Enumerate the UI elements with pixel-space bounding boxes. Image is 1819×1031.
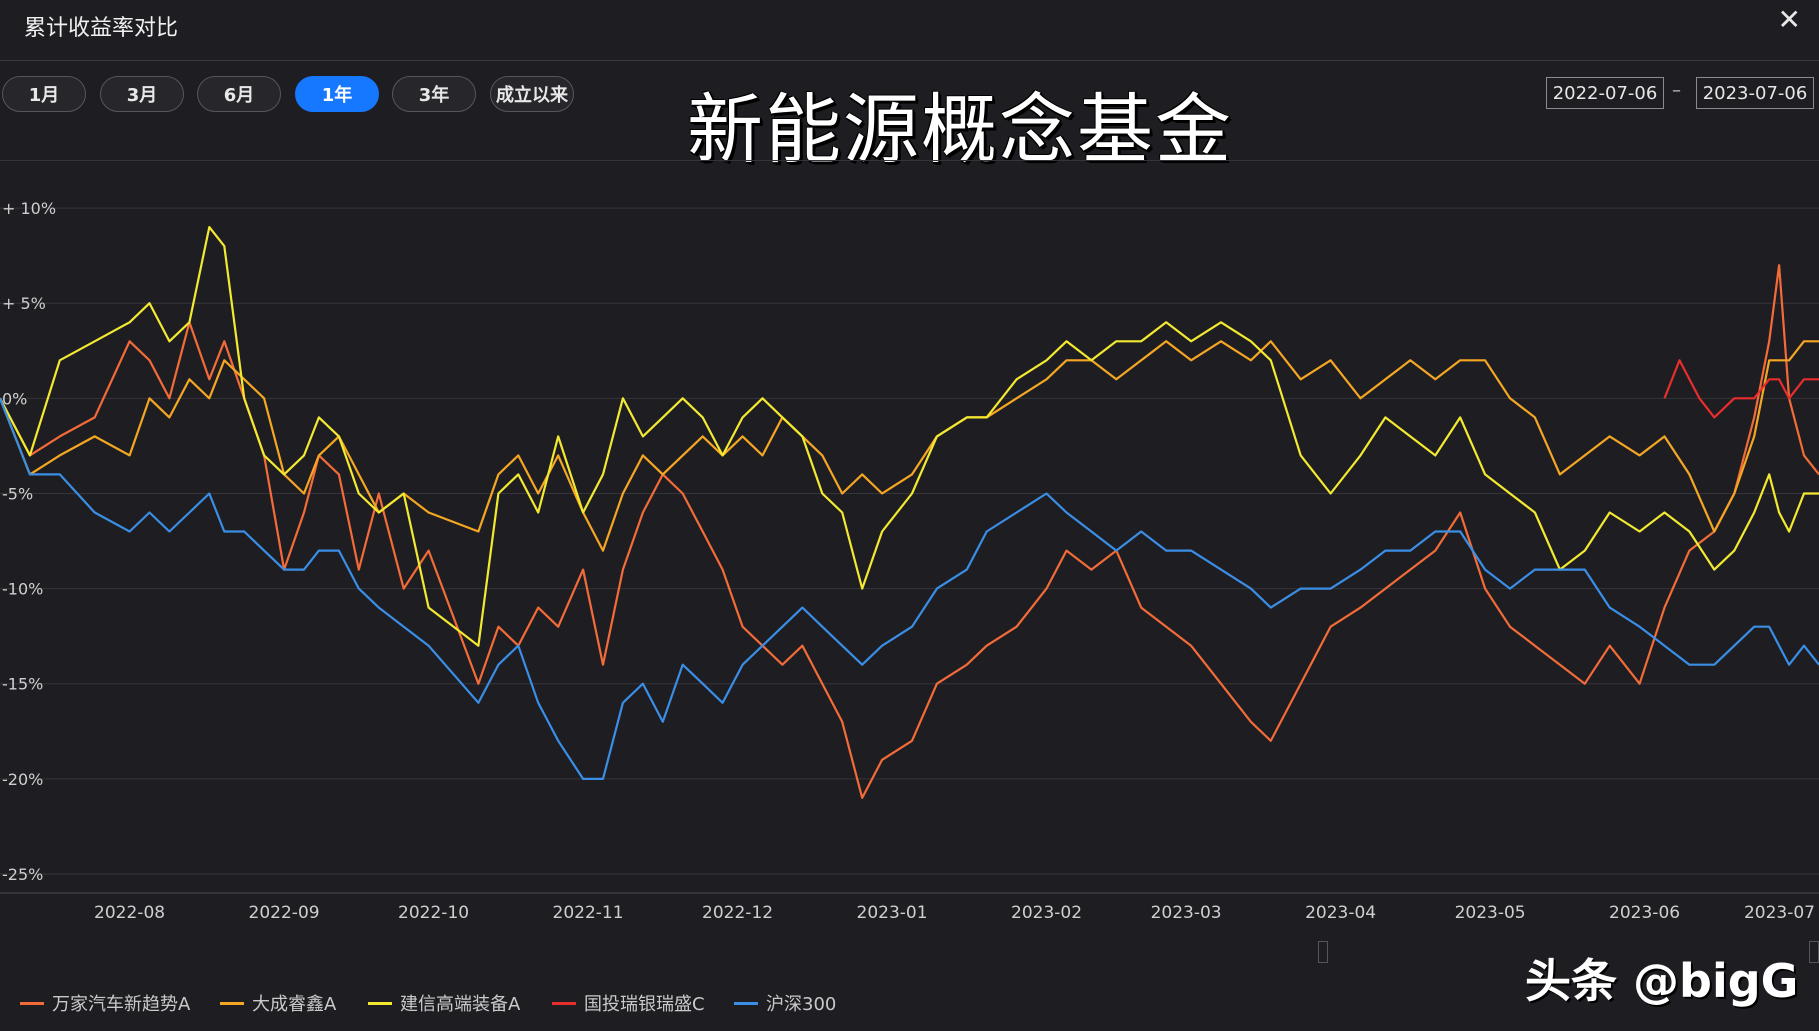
tab-1-year[interactable]: 1年 (295, 76, 379, 112)
series-line-0 (0, 264, 1819, 800)
x-tick-label: 2023-02 (1011, 903, 1082, 923)
tab-6-months[interactable]: 6月 (197, 76, 281, 112)
date-separator: – (1672, 80, 1681, 101)
close-icon[interactable]: ✕ (1777, 3, 1801, 36)
start-date-field[interactable]: 2022-07-06 (1546, 77, 1664, 109)
legend-item-wanjia[interactable]: 万家汽车新趋势A (20, 990, 190, 1016)
zoom-handle-right[interactable] (1809, 941, 1819, 963)
y-tick-label: -5% (2, 484, 33, 503)
tab-since-inception[interactable]: 成立以来 (490, 76, 574, 112)
legend-label: 沪深300 (766, 994, 837, 1015)
legend-swatch (552, 1001, 576, 1005)
dialog-titlebar: 累计收益率对比 ✕ (0, 0, 1819, 61)
legend-swatch (220, 1001, 244, 1005)
series-line-3 (1663, 359, 1819, 419)
legend-swatch (368, 1001, 392, 1005)
legend-item-dacheng[interactable]: 大成睿鑫A (220, 990, 336, 1016)
x-tick-label: 2023-06 (1609, 903, 1680, 923)
dialog-title: 累计收益率对比 (24, 16, 179, 41)
legend-label: 国投瑞银瑞盛C (584, 994, 705, 1015)
x-tick-label: 2023-01 (857, 903, 928, 923)
series-line-2 (0, 225, 1819, 647)
legend-label: 大成睿鑫A (252, 994, 337, 1015)
series-line-4 (0, 397, 1819, 781)
watermark: 头条 @bigG (1525, 954, 1799, 1008)
x-tick-label: 2022-10 (398, 903, 469, 923)
tab-3-months[interactable]: 3月 (100, 76, 184, 112)
x-tick-label: 2022-11 (553, 903, 624, 923)
x-tick-label: 2023-03 (1151, 903, 1222, 923)
tab-1-month[interactable]: 1月 (2, 76, 86, 112)
x-tick-label: 2022-08 (94, 903, 165, 923)
y-tick-label: -20% (2, 770, 43, 789)
x-tick-label: 2022-09 (249, 903, 320, 923)
zoom-handle-left[interactable] (1318, 941, 1328, 963)
legend-item-jianxin[interactable]: 建信高端装备A (368, 990, 520, 1016)
overlay-title: 新能源概念基金 (687, 85, 1233, 174)
y-tick-label: 0% (2, 389, 27, 408)
legend-swatch (734, 1001, 758, 1005)
x-tick-label: 2023-04 (1305, 903, 1376, 923)
y-tick-label: + 10% (2, 199, 56, 218)
legend-item-guotou[interactable]: 国投瑞银瑞盛C (552, 990, 705, 1016)
end-date-field[interactable]: 2023-07-06 (1696, 77, 1814, 109)
y-tick-label: -25% (2, 865, 43, 884)
y-tick-label: -10% (2, 580, 43, 599)
y-tick-label: + 5% (2, 294, 46, 313)
legend-label: 万家汽车新趋势A (52, 994, 191, 1015)
y-tick-label: -15% (2, 675, 43, 694)
legend-label: 建信高端装备A (400, 994, 521, 1015)
legend-swatch (20, 1001, 44, 1005)
tab-3-years[interactable]: 3年 (392, 76, 476, 112)
series-line-1 (0, 340, 1819, 552)
x-tick-label: 2022-12 (702, 903, 773, 923)
legend-item-hs300[interactable]: 沪深300 (734, 990, 836, 1016)
x-tick-label: 2023-05 (1455, 903, 1526, 923)
x-tick-label: 2023-07 (1744, 903, 1815, 923)
chart-plot: + 10% + 5% 0% -5% -10% -15% -20% -25% 2022-08 202… (0, 160, 1819, 923)
